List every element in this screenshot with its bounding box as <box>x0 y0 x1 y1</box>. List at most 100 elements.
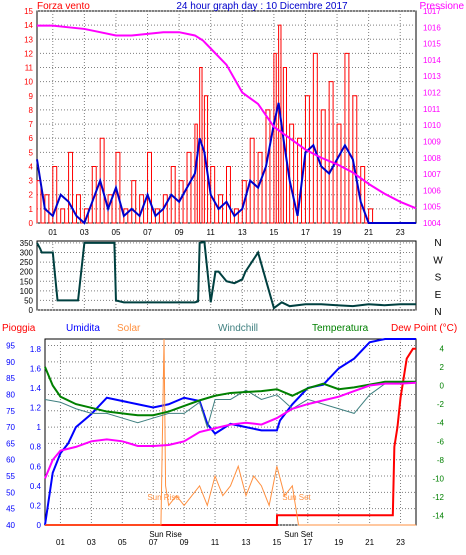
hour-tick-label: 09 <box>175 228 184 237</box>
humidity-tick-label: 85 <box>6 374 15 383</box>
hour-tick-label: 19 <box>333 228 342 237</box>
hour-tick-label: 09 <box>180 538 189 547</box>
hour-tick-label: 17 <box>301 228 310 237</box>
compass-letter: N <box>434 238 441 249</box>
temperature-tick-label: -2 <box>437 400 445 409</box>
pressure-tick-label: 1013 <box>423 72 441 81</box>
compass-letter: E <box>435 290 442 301</box>
sun-annotation: Sun Set <box>282 493 311 502</box>
legend-windchill: Windchill <box>218 323 258 334</box>
direction-tick-label: 250 <box>20 258 34 267</box>
hour-tick-label: 21 <box>365 538 374 547</box>
climate-panel-series <box>44 338 417 526</box>
humidity-tick-label: 50 <box>6 488 15 497</box>
direction-tick-label: 150 <box>20 277 34 286</box>
humidity-tick-label: 60 <box>6 456 15 465</box>
legend-rain: Pioggia <box>2 323 36 334</box>
wind-tick-label: 9 <box>29 92 34 101</box>
legend-temperature: Temperatura <box>312 323 369 334</box>
hour-tick-label: 13 <box>242 538 251 547</box>
hour-tick-label: 07 <box>143 228 152 237</box>
wind-tick-label: 10 <box>24 78 33 87</box>
pressure-tick-label: 1012 <box>423 89 441 98</box>
rain-tick-label: 0.2 <box>30 501 42 510</box>
pressure-tick-label: 1014 <box>423 56 441 65</box>
rain-tick-label: 1.8 <box>30 345 42 354</box>
compass-letter: W <box>433 255 443 266</box>
pressure-tick-label: 1010 <box>423 121 441 130</box>
wind-tick-label: 11 <box>25 64 34 73</box>
humidity-tick-label: 65 <box>6 439 15 448</box>
direction-tick-label: 350 <box>20 239 34 248</box>
humidity-tick-label: 75 <box>6 407 15 416</box>
pressure-tick-label: 1005 <box>423 203 441 212</box>
wind-tick-label: 2 <box>29 191 34 200</box>
page-title: 24 hour graph day : 10 Dicembre 2017 <box>176 1 348 12</box>
wind-tick-label: 8 <box>29 106 34 115</box>
dewpoint-line <box>44 381 417 479</box>
wind-speed-line <box>36 24 416 224</box>
compass-letter: S <box>435 273 442 284</box>
pressure-tick-label: 1011 <box>423 105 441 114</box>
hour-tick-label: 23 <box>396 228 405 237</box>
humidity-tick-label: 40 <box>6 521 15 530</box>
legend-solar: Solar <box>117 323 141 334</box>
hour-tick-label: 03 <box>87 538 96 547</box>
temperature-tick-label: 2 <box>440 363 445 372</box>
wind-tick-label: 3 <box>29 177 34 186</box>
pressure-line <box>37 24 417 210</box>
wind-direction-line <box>36 240 416 310</box>
wind-average-line <box>36 102 416 225</box>
rain-tick-label: 1.6 <box>30 364 42 373</box>
wind-tick-label: 15 <box>24 7 33 16</box>
humidity-tick-label: 70 <box>6 423 15 432</box>
humidity-tick-label: 95 <box>6 342 15 351</box>
humidity-tick-label: 90 <box>6 358 15 367</box>
hour-tick-label: 23 <box>396 538 405 547</box>
climate-legend: Pioggia Umidita Solar Windchill Temperatura D… <box>2 323 457 334</box>
rain-tick-label: 1.4 <box>30 384 42 393</box>
sun-annotation: Sun Rise <box>147 493 180 502</box>
pressure-tick-label: 1004 <box>423 219 441 228</box>
direction-tick-label: 50 <box>24 296 33 305</box>
temperature-tick-label: 4 <box>440 344 445 353</box>
wind-panel-series <box>36 24 417 225</box>
solar-line <box>45 338 416 526</box>
hour-tick-label: 15 <box>269 228 278 237</box>
climate-panel-frame <box>44 338 417 526</box>
hour-tick-label: 03 <box>80 228 89 237</box>
hour-tick-label: 01 <box>48 228 57 237</box>
pressure-axis-label: Pressione <box>420 1 465 12</box>
sun-axis-label: Sun Set <box>284 530 313 539</box>
wind-tick-label: 4 <box>29 162 34 171</box>
pressure-tick-label: 1008 <box>423 154 441 163</box>
rain-tick-label: 0.8 <box>30 443 42 452</box>
temperature-tick-label: 0 <box>440 382 445 391</box>
temperature-tick-label: -8 <box>437 456 445 465</box>
humidity-line <box>44 338 416 526</box>
direction-tick-label: 200 <box>20 268 34 277</box>
temperature-tick-label: -10 <box>432 475 444 484</box>
hour-tick-label: 17 <box>303 538 312 547</box>
pressure-tick-label: 1009 <box>423 137 441 146</box>
wind-tick-label: 12 <box>24 49 33 58</box>
rain-tick-label: 0 <box>37 521 42 530</box>
hour-tick-label: 11 <box>211 538 220 547</box>
hour-tick-label: 05 <box>118 538 127 547</box>
pressure-tick-label: 1016 <box>423 23 441 32</box>
pressure-tick-label: 1017 <box>423 7 441 16</box>
wind-tick-label: 6 <box>29 134 34 143</box>
rain-tick-label: 0.4 <box>30 482 42 491</box>
rain-tick-label: 1.2 <box>30 404 42 413</box>
pressure-tick-label: 1007 <box>423 170 441 179</box>
compass-letter: N <box>434 307 441 318</box>
sun-axis-label: Sun Rise <box>149 530 182 539</box>
direction-panel-series <box>36 240 416 310</box>
direction-tick-label: 300 <box>20 249 34 258</box>
windchill-line <box>44 382 416 430</box>
wind-tick-label: 14 <box>24 21 33 30</box>
